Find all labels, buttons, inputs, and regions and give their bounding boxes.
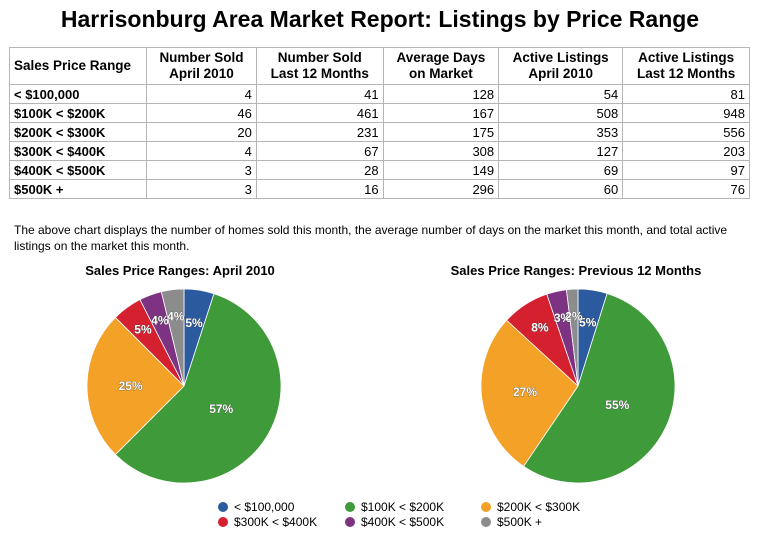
pie-slice [523,292,676,484]
pie-chart-title: Sales Price Ranges: Previous 12 Months [450,263,702,278]
table-cell: 353 [498,122,624,142]
pie-slice [160,288,185,387]
legend-marker [345,517,355,527]
legend-label: $200K < $300K [497,500,581,514]
table-cell: $500K + [9,179,147,199]
table-cell: $300K < $400K [9,141,147,161]
pie-slice-label: 5% [579,316,597,330]
legend-item: $100K < $200K [345,500,444,514]
table-cell: 67 [255,141,384,161]
table-cell: 20 [146,122,257,142]
legend-label: $300K < $400K [234,515,318,529]
pie-slice-label: 3% [554,311,572,325]
legend-item: $300K < $400K [218,515,317,529]
table-cell: 3 [146,160,257,180]
table-cell: 556 [622,122,750,142]
legend-label: $100K < $200K [361,500,445,514]
legend-marker [218,502,228,512]
table-cell: 76 [622,179,750,199]
table-cell: 28 [255,160,384,180]
legend-item: $400K < $500K [345,515,444,529]
table-cell: $400K < $500K [9,160,147,180]
pie-slice-label: 55% [605,398,629,412]
pie-slice-label: 8% [531,320,549,334]
pie-slice-label: 2% [565,309,583,323]
pie-slice-label: 4% [167,310,185,324]
column-header: Number Sold Last 12 Months [255,47,384,85]
legend-label: $500K + [497,515,543,529]
legend-item: $500K + [481,515,542,529]
table-row: $400K < $500K 3 28 149 69 97 [9,160,750,180]
listings-table: Sales Price Range Number Sold April 2010 … [9,47,750,199]
column-header: Active Listings Last 12 Months [622,47,750,85]
table-header-row: Sales Price Range Number Sold April 2010 … [9,47,750,85]
table-cell: 128 [382,84,500,104]
table-cell: $100K < $200K [9,103,147,123]
pie-slice [480,319,579,467]
column-header: Sales Price Range [9,47,147,85]
table-cell: 54 [498,84,624,104]
legend-marker [218,517,228,527]
table-row: $200K < $300K 20 231 175 353 556 [9,122,750,142]
table-cell: 4 [146,84,257,104]
legend-marker [345,502,355,512]
table-cell: 461 [255,103,384,123]
legend-item: < $100,000 [218,500,294,514]
pie-chart-previous-12-months: 5% 55% 27% 8% 3%2% [480,288,676,484]
pie-slice-label: 57% [209,402,233,416]
pie-slice-label: 5% [134,322,152,336]
pie-slice-label: 4% [151,313,169,327]
table-cell: 203 [622,141,750,161]
legend-label: $400K < $500K [361,515,445,529]
table-cell: 948 [622,103,750,123]
table-cell: 149 [382,160,500,180]
pie-chart-title: Sales Price Ranges: April 2010 [85,263,275,278]
table-cell: 41 [255,84,384,104]
table-cell: 46 [146,103,257,123]
legend-marker [481,517,491,527]
legend-label: < $100,000 [234,500,295,514]
table-cell: 4 [146,141,257,161]
pie-slice-label: 25% [119,379,143,393]
chart-caption: The above chart displays the number of h… [14,223,728,253]
pie-slice [114,293,282,484]
table-cell: 97 [622,160,750,180]
table-row: < $100,000 4 41 128 54 81 [9,84,750,104]
report-title: Harrisonburg Area Market Report: Listing… [60,6,700,32]
column-header: Active Listings April 2010 [498,47,624,85]
table-cell: 81 [622,84,750,104]
table-cell: 3 [146,179,257,199]
column-header: Average Days on Market [382,47,500,85]
table-cell: < $100,000 [9,84,147,104]
pie-slice [566,288,579,387]
table-row: $500K + 3 16 296 60 76 [9,179,750,199]
pie-slice-label: 5% [185,316,203,330]
pie-slice [86,316,185,456]
legend-marker [481,502,491,512]
pie-slice-label: 27% [513,385,537,399]
legend-item: $200K < $300K [481,500,580,514]
table-cell: 296 [382,179,500,199]
table-row: $100K < $200K 46 461 167 508 948 [9,103,750,123]
table-cell: 127 [498,141,624,161]
column-header: Number Sold April 2010 [146,47,257,85]
table-cell: 508 [498,103,624,123]
table-cell: $200K < $300K [9,122,147,142]
table-cell: 167 [382,103,500,123]
table-cell: 308 [382,141,500,161]
table-cell: 60 [498,179,624,199]
table-cell: 231 [255,122,384,142]
pie-chart-april-2010: 5%57%25%5%4%4% [86,288,282,484]
table-row: $300K < $400K 4 67 308 127 203 [9,141,750,161]
table-cell: 16 [255,179,384,199]
table-cell: 69 [498,160,624,180]
table-cell: 175 [382,122,500,142]
